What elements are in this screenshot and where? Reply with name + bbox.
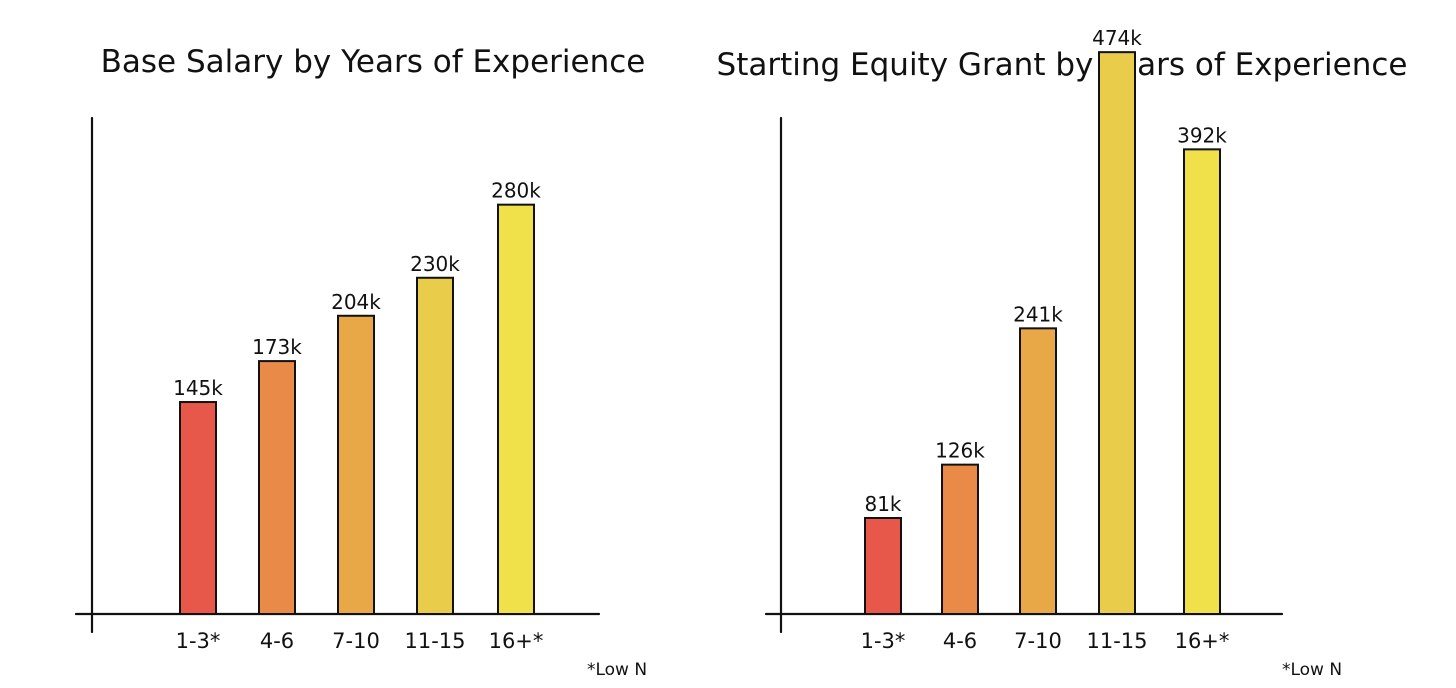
- data-label: 280k: [491, 179, 541, 203]
- bar-1-3: [179, 401, 217, 615]
- data-label: 126k: [935, 439, 985, 463]
- bar-4-6: [941, 463, 979, 615]
- low-n-note: *Low N: [1282, 660, 1342, 680]
- chart-title: Starting Equity Grant by Years of Experi…: [717, 47, 1408, 83]
- data-label: 230k: [410, 252, 460, 276]
- x-tick-label: 16+*: [1175, 629, 1230, 653]
- data-label: 392k: [1177, 123, 1227, 147]
- bar-16: [1183, 148, 1221, 615]
- x-tick-label: 4-6: [943, 629, 977, 653]
- chart-equity-grant: Starting Equity Grant by Years of Experi…: [717, 26, 1408, 680]
- bar-7-10: [337, 314, 375, 615]
- x-tick-label: 7-10: [1014, 629, 1062, 653]
- data-label: 81k: [864, 492, 901, 516]
- bar-11-15: [1098, 51, 1136, 616]
- data-label: 173k: [252, 335, 302, 359]
- data-label: 241k: [1013, 302, 1063, 326]
- x-tick-label: 1-3*: [176, 629, 221, 653]
- bars-group: 81k 1-3* 126k 4-6 241k 7-10 474k 11-15 392k 16+*: [861, 26, 1230, 653]
- bar-4-6: [258, 360, 296, 616]
- bar-1-3: [864, 516, 902, 615]
- x-tick-label: 11-15: [1086, 629, 1147, 653]
- data-label: 145k: [173, 376, 223, 400]
- bar-7-10: [1019, 327, 1057, 615]
- x-tick-label: 7-10: [332, 629, 380, 653]
- chart-title: Base Salary by Years of Experience: [101, 44, 646, 80]
- x-tick-label: 11-15: [404, 629, 465, 653]
- x-tick-label: 16+*: [489, 629, 544, 653]
- low-n-note: *Low N: [587, 660, 647, 680]
- x-tick-label: 4-6: [260, 629, 294, 653]
- data-label: 204k: [331, 290, 381, 314]
- x-tick-label: 1-3*: [861, 629, 906, 653]
- chart-base-salary: Base Salary by Years of Experience 145k1…: [74, 44, 647, 680]
- data-label: 474k: [1092, 26, 1142, 50]
- bars-group: 145k 1-3* 173k 4-6 204k 7-10 230k 11-15 280k 16+*: [173, 179, 543, 653]
- bar-11-15: [416, 276, 454, 615]
- bar-16: [497, 203, 535, 616]
